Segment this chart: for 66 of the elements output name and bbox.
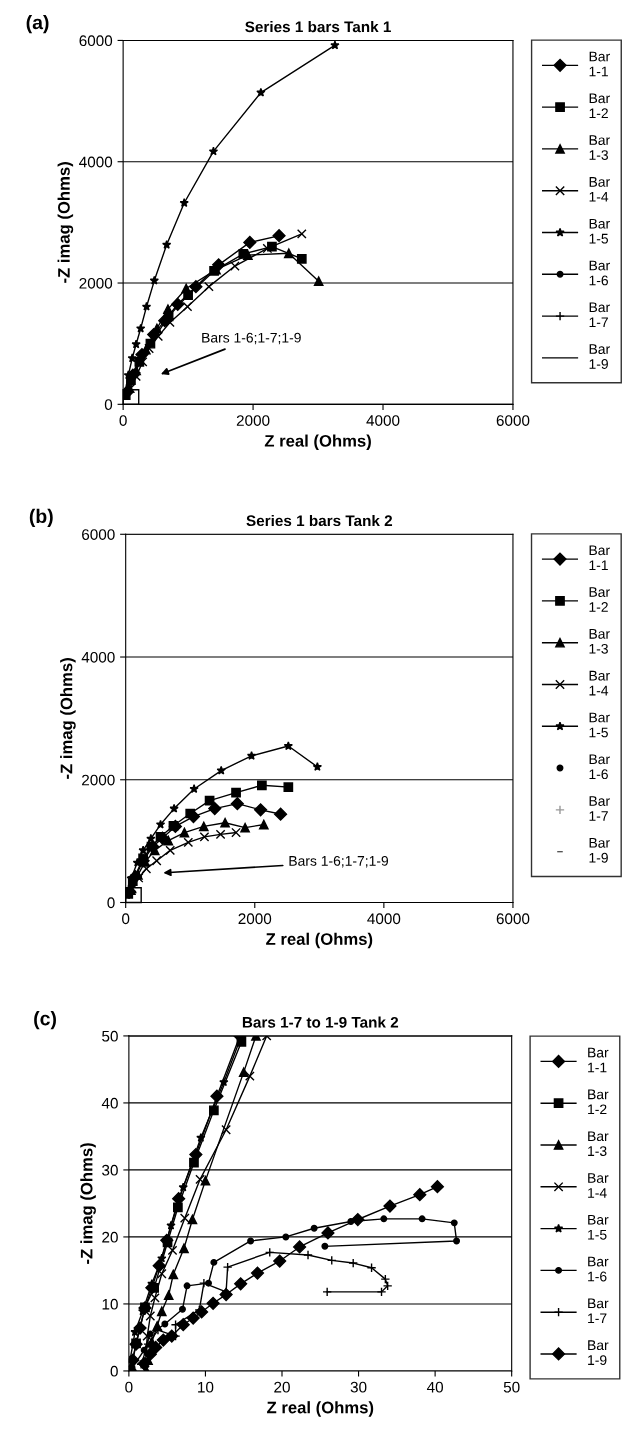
chart-title: Bars 1-7 to 1-9 Tank 2 (242, 1016, 399, 1028)
text: (a) (26, 15, 49, 34)
x-tick-label: 0 (119, 415, 127, 426)
legend-label: Bar 1-5 (589, 712, 610, 738)
legend-label: Bar 1-6 (589, 260, 610, 286)
text: (b) (29, 508, 53, 527)
legend-label: Bar 1-1 (589, 545, 610, 570)
x-tick-label: 50 (503, 1381, 520, 1393)
x-tick-label: 4000 (366, 415, 400, 426)
x-tick-label: 10 (198, 1381, 214, 1393)
x-tick-label: 40 (426, 1381, 444, 1393)
legend-label: Bar 1-1 (588, 1047, 609, 1073)
chart-title: Series 1 bars Tank 1 (245, 21, 391, 33)
x-tick-label: 4000 (367, 913, 401, 925)
y-tick-label: 4000 (81, 651, 115, 663)
y-axis-title: -Z imag (Ohms) (60, 658, 76, 779)
y-tick-label: 0 (110, 1365, 118, 1377)
y-axis-title: -Z imag (Ohms) (57, 162, 74, 283)
y-tick-label: 50 (102, 1030, 118, 1042)
y-tick-label: 0 (107, 897, 115, 909)
y-tick-label: 2000 (79, 277, 113, 289)
y-tick-label: 2000 (82, 774, 115, 786)
legend-label: Bar 1-7 (589, 796, 610, 821)
legend-label: Bar 1-5 (589, 218, 610, 244)
x-tick-label: 0 (125, 1381, 133, 1393)
y-tick-label: 10 (102, 1298, 118, 1310)
legend-label: Bar 1-4 (589, 177, 610, 202)
chart-title: Series 1 bars Tank 2 (246, 514, 393, 527)
legend-label: Bar 1-5 (588, 1214, 609, 1240)
annotation: Bars 1-6;1-7;1-9 (289, 855, 389, 868)
y-tick-label: 20 (102, 1231, 118, 1243)
legend-label: Bar 1-6 (589, 754, 610, 780)
x-tick-label: 20 (274, 1381, 290, 1393)
legend-label: Bar 1-2 (588, 1089, 609, 1115)
legend-label: Bar 1-3 (588, 1131, 609, 1157)
legend-label: Bar 1-9 (589, 838, 610, 863)
y-axis-title: -Z imag (Ohms) (80, 1143, 96, 1264)
y-tick-label: 30 (102, 1164, 118, 1176)
y-tick-label: 4000 (79, 156, 113, 168)
legend-label: Bar 1-6 (588, 1256, 609, 1282)
legend-label: Bar 1-3 (589, 629, 610, 654)
legend-label: Bar 1-2 (589, 587, 610, 612)
y-tick-label: 40 (101, 1097, 118, 1109)
x-tick-label: 2000 (238, 913, 272, 925)
text: (c) (34, 1011, 56, 1030)
x-axis-title: Z real (Ohms) (267, 1401, 374, 1417)
x-tick-label: 6000 (496, 415, 530, 426)
legend-label: Bar 1-4 (589, 670, 610, 696)
y-tick-label: 6000 (79, 35, 113, 47)
legend-label: Bar 1-4 (588, 1173, 609, 1198)
y-tick-label: 0 (104, 399, 113, 411)
x-tick-label: 0 (122, 913, 130, 925)
legend-label: Bar 1-9 (588, 1340, 609, 1366)
y-tick-label: 6000 (82, 529, 115, 540)
x-axis-title: Z real (Ohms) (264, 434, 371, 451)
legend-label: Bar 1-3 (589, 135, 610, 160)
annotation: Bars 1-6;1-7;1-9 (202, 332, 301, 345)
legend-label: Bar 1-7 (589, 302, 610, 328)
legend-label: Bar 1-7 (588, 1298, 609, 1324)
x-tick-label: 6000 (496, 913, 530, 925)
legend-label: Bar 1-9 (589, 344, 610, 369)
legend-label: Bar 1-1 (589, 51, 610, 77)
x-axis-title: Z real (Ohms) (266, 932, 373, 949)
legend-label: Bar 1-2 (589, 93, 610, 119)
x-tick-label: 2000 (236, 415, 270, 426)
x-tick-label: 30 (350, 1381, 367, 1393)
